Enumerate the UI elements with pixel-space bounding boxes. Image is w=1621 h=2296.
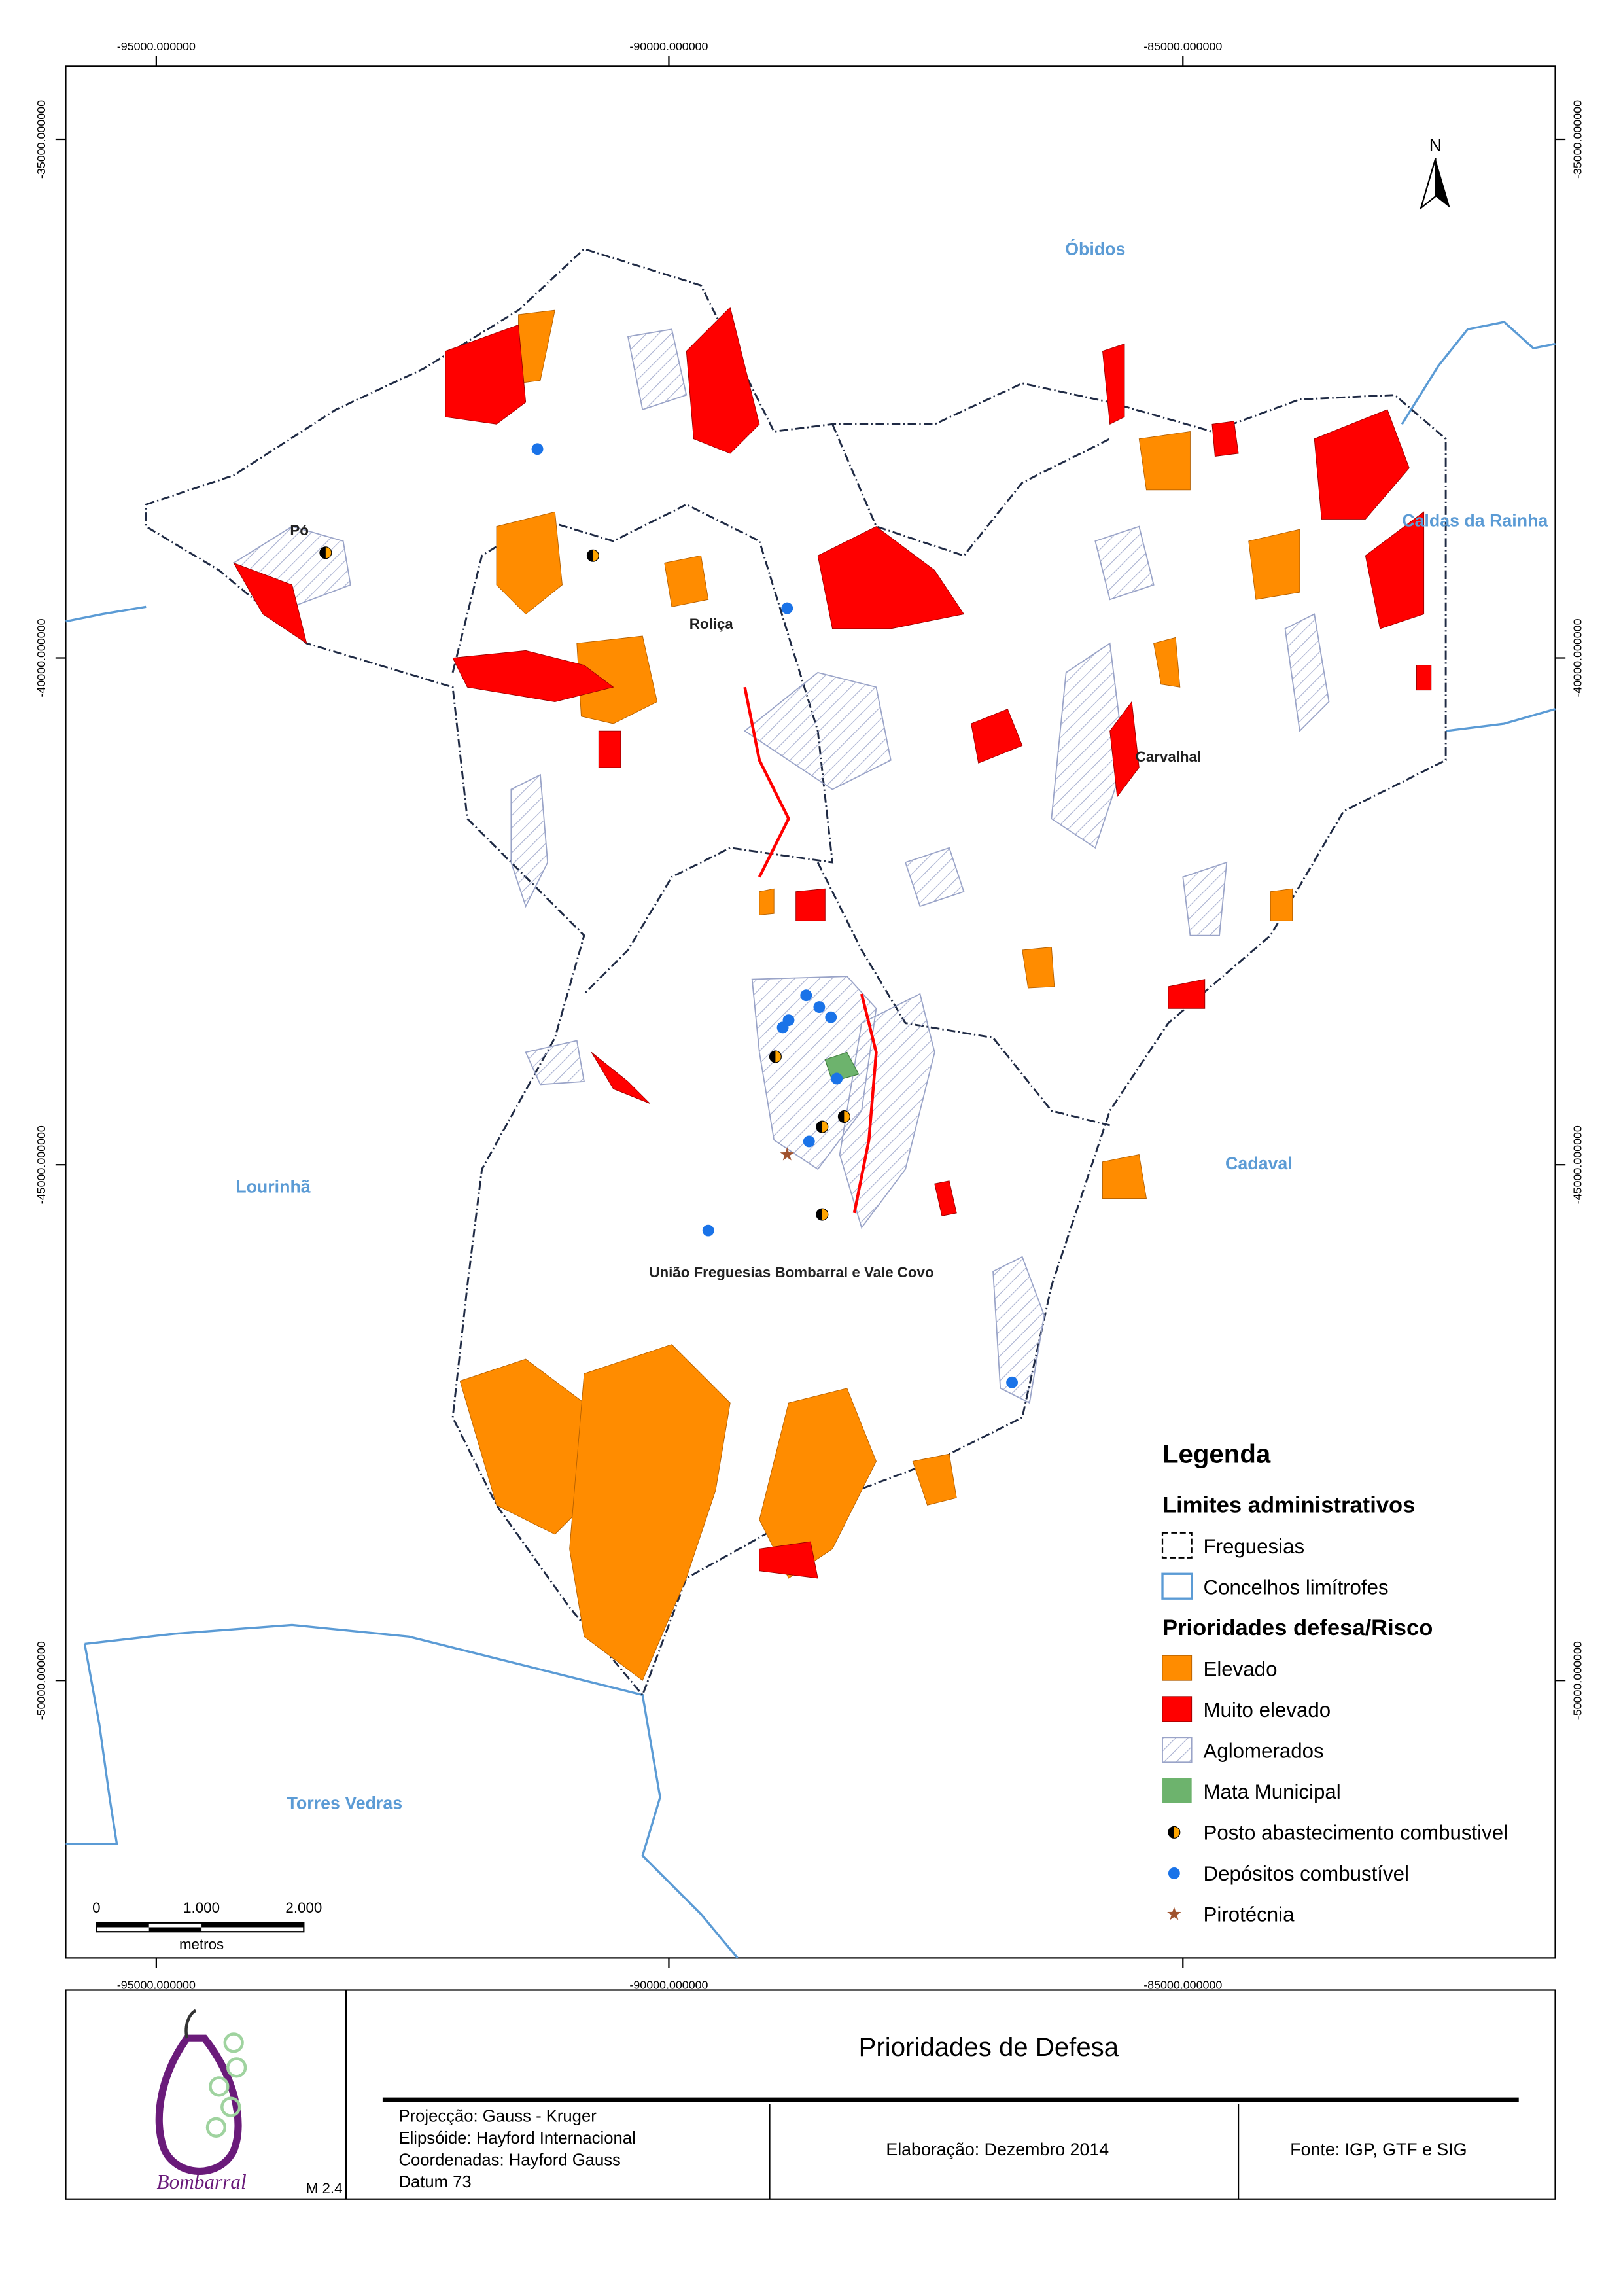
scale-unit: metros <box>179 1936 224 1952</box>
legend-item: Depósitos combustível <box>1204 1862 1409 1885</box>
scale-label: 2.000 <box>285 1899 322 1916</box>
legend-item: Elevado <box>1204 1658 1278 1681</box>
legend-swatch <box>1168 1826 1181 1839</box>
aglomerados <box>232 328 1330 1404</box>
legend-item: Muito elevado <box>1204 1699 1331 1722</box>
legend-item: Aglomerados <box>1204 1740 1324 1763</box>
legend-group-title: Prioridades defesa/Risco <box>1162 1616 1433 1640</box>
north-label: N <box>1429 135 1442 155</box>
legend-item: Concelhos limítrofes <box>1204 1576 1389 1599</box>
grid-label: -35000.000000 <box>1571 100 1584 179</box>
posto-abastecimento <box>319 546 850 1221</box>
source: Fonte: IGP, GTF e SIG <box>1290 2140 1467 2159</box>
place-label: Óbidos <box>1065 238 1125 258</box>
legend-item: Posto abastecimento combustivel <box>1204 1822 1508 1845</box>
grid-label: -85000.000000 <box>1143 1978 1222 1991</box>
freguesia-label: Carvalhal <box>1136 749 1201 765</box>
freguesia-label: União Freguesias Bombarral e Vale Covo <box>649 1264 933 1280</box>
place-label: Caldas da Rainha <box>1402 511 1548 531</box>
grid-label: -95000.000000 <box>117 1978 196 1991</box>
place-label: Lourinhã <box>235 1177 311 1197</box>
depositos-combustivel <box>531 443 1019 1388</box>
grid-label: -50000.000000 <box>1571 1641 1584 1720</box>
legend-item: Pirotécnia <box>1204 1903 1295 1926</box>
grid-labels: -95000.000000 -90000.000000 -85000.00000… <box>35 40 1584 1991</box>
legend-swatch <box>1162 1655 1193 1681</box>
neighbour-boundaries <box>65 321 1556 1959</box>
scale-bar <box>96 1922 305 1933</box>
north-arrow <box>1420 158 1437 211</box>
legend-swatch <box>1161 1572 1193 1600</box>
grid-label: -40000.000000 <box>1571 618 1584 697</box>
legend-swatch <box>1168 1867 1180 1879</box>
projection-info: Projecção: Gauss - Kruger <box>398 2107 597 2125</box>
grid-label: -45000.000000 <box>35 1125 48 1204</box>
scale-label: 1.000 <box>183 1899 220 1916</box>
grid-label: -40000.000000 <box>35 618 48 697</box>
freguesia-label: Roliça <box>689 616 734 632</box>
map-frame <box>65 65 1556 1959</box>
legend-title: Legenda <box>1162 1439 1271 1469</box>
title-block <box>65 1989 1556 2200</box>
legend-swatch <box>1167 1907 1181 1920</box>
logo-text: Bombarral <box>156 2170 246 2193</box>
legend-item: Mata Municipal <box>1204 1780 1341 1803</box>
legend-swatch <box>1162 1737 1193 1763</box>
muito-elevado-areas <box>233 306 1432 1579</box>
legend-swatch <box>1162 1696 1193 1722</box>
place-label: Cadaval <box>1225 1154 1293 1173</box>
map-id: M 2.4 <box>306 2180 343 2197</box>
freguesia-label: Pó <box>290 522 309 539</box>
grid-label: -35000.000000 <box>35 100 48 179</box>
projection-info: Elipsóide: Hayford Internacional <box>398 2129 635 2147</box>
place-label: Torres Vedras <box>287 1793 403 1813</box>
legend-swatch <box>1162 1778 1192 1803</box>
projection-info: Datum 73 <box>398 2173 471 2191</box>
legend-item: Freguesias <box>1204 1535 1305 1558</box>
pirotecnia <box>780 1147 794 1161</box>
map-title: Prioridades de Defesa <box>859 2032 1119 2062</box>
scale-label: 0 <box>92 1899 100 1916</box>
projection-info: Coordenadas: Hayford Gauss <box>398 2151 620 2169</box>
grid-label: -95000.000000 <box>117 40 196 53</box>
grid-ticks <box>55 56 1566 1969</box>
logo: Bombarral <box>155 2009 247 2193</box>
grid-label: -85000.000000 <box>1143 40 1222 53</box>
grid-label: -45000.000000 <box>1571 1125 1584 1204</box>
elaboration: Elaboração: Dezembro 2014 <box>886 2140 1109 2159</box>
grid-label: -90000.000000 <box>629 1978 708 1991</box>
grid-label: -90000.000000 <box>629 40 708 53</box>
legend-swatch <box>1161 1532 1193 1559</box>
legend-group-title: Limites administrativos <box>1162 1492 1415 1517</box>
elevado-areas <box>459 309 1417 1681</box>
grid-label: -50000.000000 <box>35 1641 48 1720</box>
